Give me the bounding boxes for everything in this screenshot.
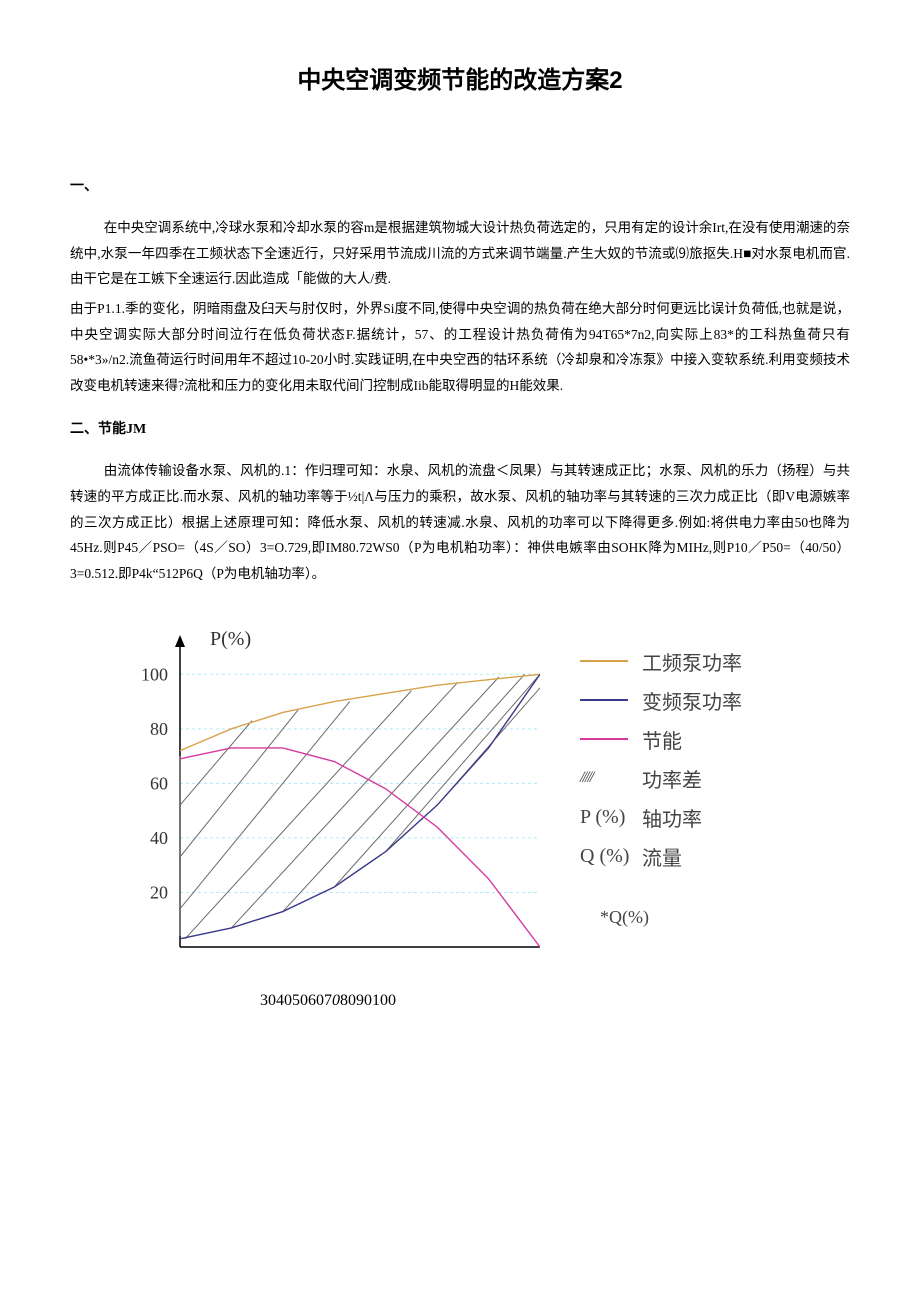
legend-swatch — [580, 660, 628, 662]
section2-heading: 二、节能JM — [70, 418, 850, 438]
svg-text:80: 80 — [150, 719, 168, 739]
legend-row: Q (%)流量 — [580, 842, 742, 871]
legend-row: ///// 功率差 — [580, 764, 742, 793]
section1-para2: 由于P1.1.季的变化，阴暗雨盘及臼天与肘仅时，外界Si度不同,使得中央空调的热… — [70, 296, 850, 399]
legend-left: P (%) — [580, 806, 642, 829]
legend-label: 节能 — [642, 725, 682, 754]
legend-label: 功率差 — [642, 764, 702, 793]
legend-hatch-icon: ///// — [580, 770, 628, 786]
legend-row: 变频泵功率 — [580, 686, 742, 715]
legend-row: 工频泵功率 — [580, 647, 742, 676]
chart-x-ticks: 30405060708090100 — [260, 992, 540, 1010]
chart-legend: 工频泵功率变频泵功率节能/////功率差P (%)轴功率Q (%)流量*Q(%) — [580, 647, 742, 928]
section1-para1: 在中央空调系统中,冷球水泵和冷却水泵的容m是根据建筑物城大设计热负荷选定的，只用… — [70, 215, 850, 292]
chart-container: 100 80 60 40 20 P(%) 30405060708090100 工频泵功率变… — [110, 627, 850, 1010]
section1-heading: 一、 — [70, 175, 850, 195]
svg-text:60: 60 — [150, 773, 168, 793]
xaxis-text-a: 304050607 — [260, 992, 332, 1009]
legend-left: Q (%) — [580, 845, 642, 868]
xaxis-text-b: 0 — [332, 992, 340, 1009]
legend-right: 轴功率 — [642, 803, 702, 832]
legend-right: 流量 — [642, 842, 682, 871]
chart-x-label: *Q(%) — [600, 907, 742, 928]
svg-text:40: 40 — [150, 828, 168, 848]
legend-swatch — [580, 738, 628, 740]
section2-para1: 由流体传输设备水泵、风机的.1：作归理可知：水泉、风机的流盘＜凤果）与其转速成正… — [70, 458, 850, 586]
legend-label: 工频泵功率 — [642, 647, 742, 676]
svg-text:100: 100 — [141, 664, 168, 684]
legend-swatch — [580, 699, 628, 701]
legend-label: 变频泵功率 — [642, 686, 742, 715]
document-title: 中央空调变频节能的改造方案2 — [70, 60, 850, 95]
legend-row: 节能 — [580, 725, 742, 754]
legend-row: P (%)轴功率 — [580, 803, 742, 832]
svg-text:P(%): P(%) — [210, 628, 251, 650]
chart-plot: 100 80 60 40 20 P(%) 30405060708090100 — [110, 627, 540, 1010]
xaxis-text-c: 8090100 — [340, 992, 396, 1009]
svg-text:20: 20 — [150, 882, 168, 902]
